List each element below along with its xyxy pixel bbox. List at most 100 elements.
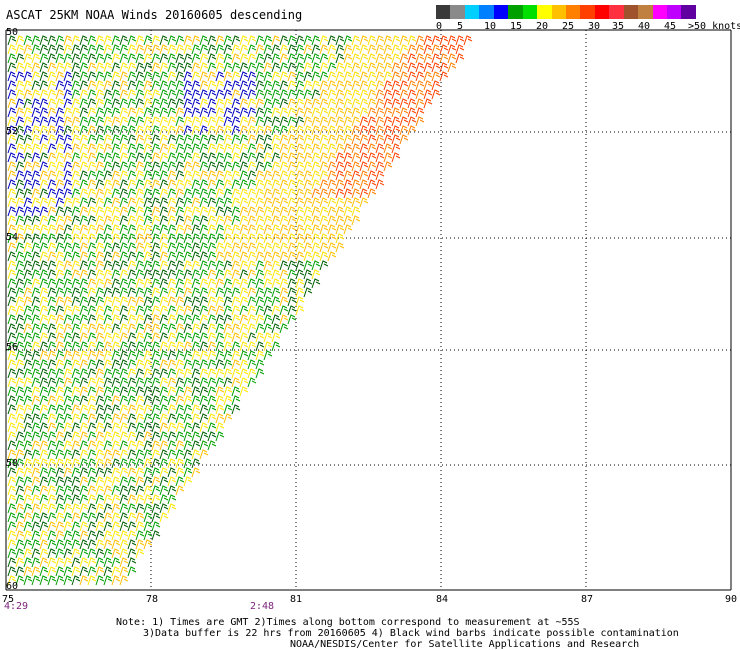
wind-barb <box>399 53 409 64</box>
wind-barb <box>215 44 225 55</box>
colorbar-swatch <box>522 5 538 19</box>
wind-barb <box>351 125 361 136</box>
wind-barb <box>55 566 65 577</box>
wind-barb <box>167 359 177 370</box>
wind-barb <box>199 287 209 298</box>
wind-barb <box>111 341 121 352</box>
wind-barb <box>79 359 89 370</box>
wind-barb <box>399 107 409 118</box>
wind-barb <box>215 35 225 46</box>
wind-barb <box>167 323 177 334</box>
wind-barb <box>159 197 169 208</box>
wind-barb <box>223 413 233 424</box>
wind-barb <box>287 134 297 145</box>
wind-barb <box>183 62 193 73</box>
wind-barb <box>255 188 265 199</box>
wind-barb <box>31 521 41 532</box>
wind-barb <box>31 107 41 118</box>
wind-barb <box>95 521 105 532</box>
wind-barb <box>271 35 281 46</box>
wind-barb <box>175 440 185 451</box>
wind-barb <box>167 53 177 64</box>
wind-barb <box>127 188 137 199</box>
wind-barb <box>15 557 25 568</box>
wind-barb <box>343 89 353 100</box>
wind-barb <box>143 404 153 415</box>
wind-barb <box>191 269 201 280</box>
wind-barb <box>215 251 225 262</box>
wind-barb <box>391 107 401 118</box>
wind-barb <box>15 107 25 118</box>
wind-barb <box>111 386 121 397</box>
wind-barb <box>151 116 161 127</box>
wind-barb <box>95 548 105 559</box>
wind-barb <box>175 107 185 118</box>
wind-barb <box>375 107 385 118</box>
wind-barb <box>55 323 65 334</box>
wind-barb <box>7 89 17 100</box>
wind-barb <box>47 548 57 559</box>
wind-barb <box>71 71 81 82</box>
wind-barb <box>87 305 97 316</box>
time-label: 2:48 <box>250 601 275 612</box>
wind-barb <box>23 269 33 280</box>
wind-barb <box>103 413 113 424</box>
wind-barb <box>191 350 201 361</box>
wind-barb <box>303 215 313 226</box>
wind-barb <box>191 116 201 127</box>
wind-barb <box>111 62 121 73</box>
wind-barb <box>423 53 433 64</box>
wind-barb <box>119 71 129 82</box>
wind-barb <box>103 422 113 433</box>
wind-barb <box>87 278 97 289</box>
wind-barb <box>79 305 89 316</box>
wind-barb <box>95 287 105 298</box>
wind-barb <box>183 269 193 280</box>
wind-barb <box>167 44 177 55</box>
wind-barb <box>415 107 425 118</box>
wind-barb <box>247 35 257 46</box>
wind-barb <box>15 350 25 361</box>
wind-barb <box>191 377 201 388</box>
wind-barb <box>39 575 49 586</box>
wind-barb <box>311 215 321 226</box>
wind-barb <box>343 161 353 172</box>
wind-barb <box>175 80 185 91</box>
wind-barb <box>55 404 65 415</box>
wind-barb <box>55 512 65 523</box>
wind-barb <box>87 143 97 154</box>
wind-barb <box>151 224 161 235</box>
wind-barb <box>159 152 169 163</box>
wind-barb <box>407 44 417 55</box>
wind-barb <box>71 476 81 487</box>
wind-barb <box>15 233 25 244</box>
wind-barb <box>207 404 217 415</box>
wind-barb <box>7 134 17 145</box>
wind-barb <box>351 98 361 109</box>
wind-barb <box>287 242 297 253</box>
wind-barb <box>175 188 185 199</box>
wind-barb <box>103 197 113 208</box>
wind-barb <box>191 251 201 262</box>
wind-barb <box>183 368 193 379</box>
wind-barb <box>47 143 57 154</box>
wind-barb <box>223 314 233 325</box>
wind-barb <box>47 80 57 91</box>
wind-barb <box>183 404 193 415</box>
wind-barb <box>39 161 49 172</box>
wind-barb <box>343 71 353 82</box>
wind-barb <box>127 233 137 244</box>
wind-barb <box>119 89 129 100</box>
wind-barb <box>95 431 105 442</box>
wind-barb <box>87 476 97 487</box>
wind-barb <box>135 386 145 397</box>
wind-barb <box>287 71 297 82</box>
wind-barb <box>87 197 97 208</box>
wind-barb <box>23 440 33 451</box>
wind-barb <box>39 566 49 577</box>
wind-barb <box>319 98 329 109</box>
wind-barb <box>223 161 233 172</box>
wind-barb <box>95 188 105 199</box>
wind-barb <box>175 170 185 181</box>
wind-barb <box>79 422 89 433</box>
